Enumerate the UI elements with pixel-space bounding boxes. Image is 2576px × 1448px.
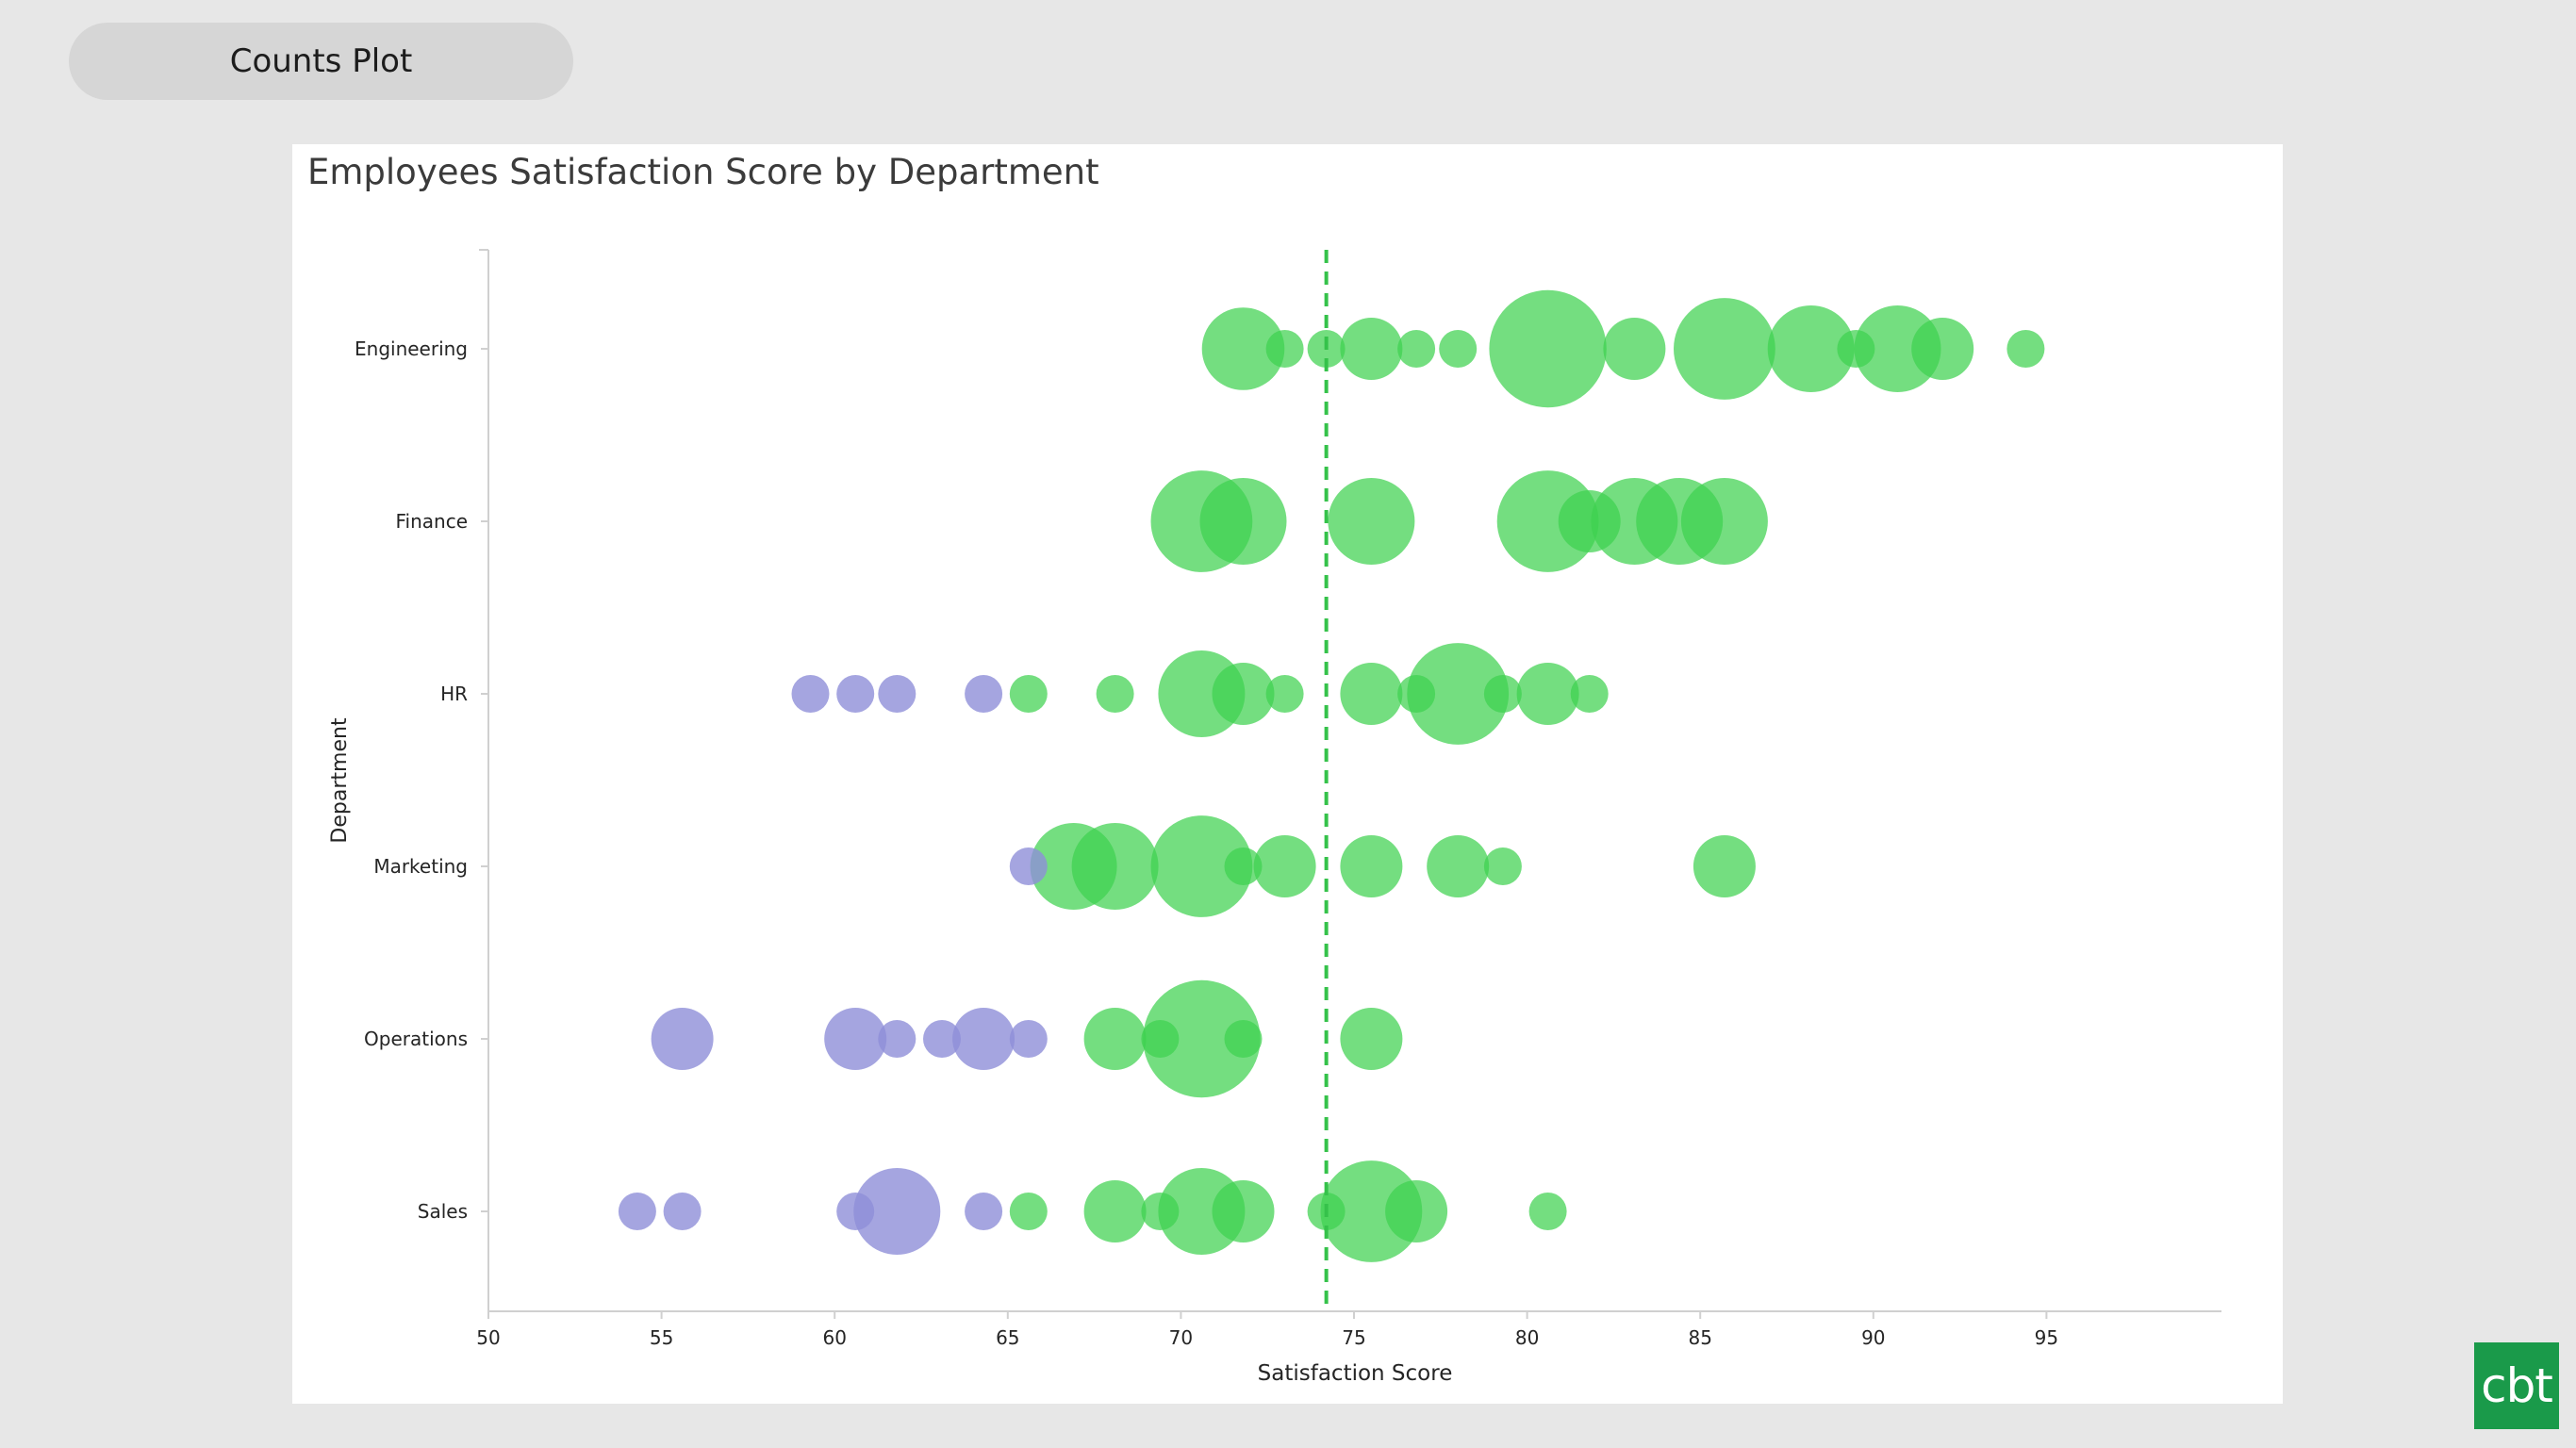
data-point-green [1407, 643, 1510, 745]
data-point-green [1224, 1020, 1263, 1058]
data-point-green [1483, 675, 1522, 713]
cbt-logo: cbt [2474, 1342, 2559, 1429]
x-tick-label: 65 [996, 1326, 1019, 1349]
data-point-green [1340, 1008, 1403, 1070]
data-point-green [1199, 478, 1287, 565]
data-point-green [1854, 305, 1941, 392]
data-point-green [1009, 1193, 1048, 1230]
chart-card: Employees Satisfaction Score by Departme… [292, 144, 2283, 1404]
data-point-green [1253, 835, 1316, 897]
data-point-purple [791, 675, 830, 713]
cbt-logo-text: cbt [2481, 1358, 2553, 1413]
data-point-green [1320, 1160, 1423, 1262]
x-tick-label: 75 [1342, 1326, 1365, 1349]
data-point-green [1427, 835, 1490, 897]
data-point-green [1603, 318, 1666, 380]
data-point-green [1265, 675, 1304, 713]
data-point-green [1212, 1180, 1275, 1242]
data-point-purple [965, 1193, 1003, 1230]
data-point-green [1143, 979, 1261, 1098]
data-point-purple [853, 1168, 941, 1255]
data-point-green [1570, 675, 1609, 713]
data-point-green [1265, 330, 1304, 368]
x-axis-title: Satisfaction Score [1258, 1361, 1453, 1386]
data-point-purple [836, 675, 875, 713]
data-point-purple [663, 1193, 702, 1230]
x-tick-label: 90 [1861, 1326, 1885, 1349]
y-tick-label: Finance [395, 510, 468, 533]
chart-title: Employees Satisfaction Score by Departme… [307, 152, 1099, 192]
data-point-purple [824, 1008, 887, 1070]
data-point-green [1340, 318, 1403, 380]
data-point-purple [923, 1020, 961, 1058]
x-tick-label: 80 [1515, 1326, 1539, 1349]
x-tick-label: 95 [2035, 1326, 2058, 1349]
counts-plot-tab-label: Counts Plot [229, 42, 413, 80]
data-point-purple [965, 675, 1003, 713]
data-point-green [1083, 1008, 1147, 1070]
data-point-green [1680, 478, 1768, 565]
data-point-green [1439, 330, 1478, 368]
y-tick-label: Engineering [355, 337, 468, 360]
data-point-green [1528, 1193, 1567, 1230]
data-point-green [1385, 1180, 1448, 1242]
x-tick-label: 70 [1169, 1326, 1193, 1349]
data-point-purple [878, 1020, 916, 1058]
data-point-green [1009, 675, 1048, 713]
data-point-green [1340, 835, 1403, 897]
data-point-green [1224, 847, 1263, 885]
x-tick-label: 85 [1688, 1326, 1711, 1349]
data-point-green [1096, 675, 1134, 713]
y-tick-label: Sales [418, 1200, 468, 1223]
y-tick-label: HR [440, 683, 468, 705]
y-tick-label: Marketing [373, 855, 468, 878]
counts-plot-tab[interactable]: Counts Plot [69, 23, 573, 100]
data-point-green [1397, 330, 1436, 368]
x-tick-label: 55 [650, 1326, 673, 1349]
data-point-purple [651, 1008, 714, 1070]
x-tick-label: 50 [476, 1326, 500, 1349]
y-tick-label: Operations [364, 1028, 468, 1050]
data-point-green [1071, 823, 1159, 910]
data-point-green [1483, 847, 1522, 885]
data-point-green [1767, 305, 1855, 392]
data-point-green [2006, 330, 2045, 368]
data-point-green [1201, 307, 1285, 390]
data-point-purple [1009, 847, 1048, 885]
data-point-green [1212, 663, 1275, 725]
data-point-green [1516, 663, 1579, 725]
chart-svg: 50 55 60 65 70 75 80 85 90 95 Engineering Finance HR… [328, 249, 2221, 1386]
data-point-green [1150, 815, 1253, 917]
data-point-green [1328, 478, 1415, 565]
data-point-green [1083, 1180, 1147, 1242]
data-point-green [1674, 298, 1775, 400]
data-point-purple [952, 1008, 1016, 1070]
x-tick-label: 60 [822, 1326, 846, 1349]
y-axis-title: Department [328, 717, 352, 844]
data-point-purple [878, 675, 916, 713]
data-point-green [1693, 835, 1756, 897]
data-point-green [1911, 318, 1974, 380]
data-point-purple [618, 1193, 656, 1230]
data-point-green [1340, 663, 1403, 725]
data-point-purple [1009, 1020, 1048, 1058]
data-point-green [1489, 289, 1607, 408]
